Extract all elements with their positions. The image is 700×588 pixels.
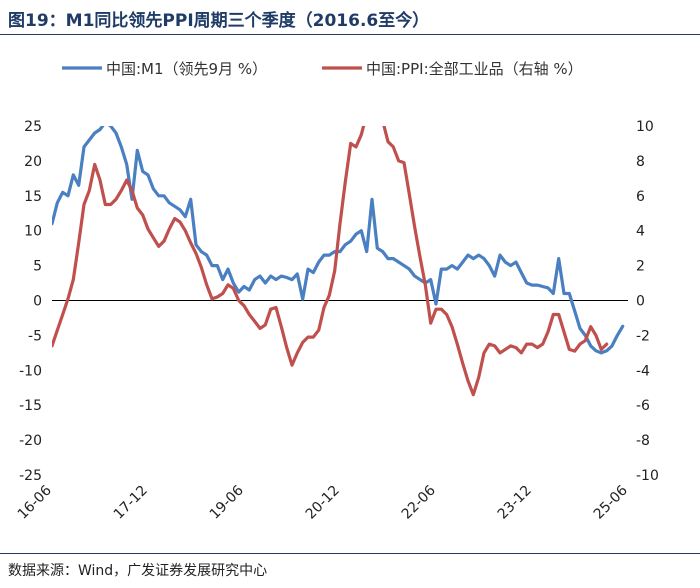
series-line-ppi bbox=[52, 126, 609, 397]
y-right-tick-label: -8 bbox=[636, 433, 650, 449]
x-tick-label: 20-12 bbox=[303, 483, 343, 523]
y-right-tick-label: 8 bbox=[636, 154, 645, 170]
x-tick-label: 23-12 bbox=[495, 483, 535, 523]
source-divider bbox=[0, 553, 700, 554]
y-left-tick-label: 15 bbox=[24, 189, 42, 205]
y-left-tick-label: -25 bbox=[19, 468, 42, 484]
y-right-tick-label: -10 bbox=[636, 468, 659, 484]
y-right-tick-label: 4 bbox=[636, 224, 645, 240]
y-left-tick-label: 5 bbox=[33, 259, 42, 275]
title-bar: 图19：M1同比领先PPI周期三个季度（2016.6至今） bbox=[0, 0, 700, 35]
y-right-tick-label: -4 bbox=[636, 363, 650, 379]
source-note: 数据来源：Wind，广发证券发展研究中心 bbox=[8, 563, 268, 579]
x-tick-label: 25-06 bbox=[591, 482, 631, 522]
x-tick-label: 22-06 bbox=[399, 482, 439, 522]
legend-label: 中国:PPI:全部工业品（右轴 %） bbox=[366, 60, 583, 78]
y-left-tick-label: 25 bbox=[24, 119, 42, 135]
y-right-tick-label: 0 bbox=[636, 294, 645, 310]
y-left-tick-label: 10 bbox=[24, 224, 42, 240]
y-right-tick-label: 6 bbox=[636, 189, 645, 205]
y-left-tick-label: 20 bbox=[24, 154, 42, 170]
y-left-tick-label: 0 bbox=[33, 294, 42, 310]
x-tick-label: 19-06 bbox=[207, 482, 247, 522]
series-group bbox=[52, 126, 625, 397]
y-right-tick-label: -2 bbox=[636, 328, 650, 344]
line-chart: 中国:M1（领先9月 %） 中国:PPI:全部工业品（右轴 %） 25201510… bbox=[15, 60, 659, 523]
y-left-tick-label: -5 bbox=[28, 328, 42, 344]
x-tick-label: 17-12 bbox=[111, 483, 151, 523]
y-right-tick-label: 2 bbox=[636, 259, 645, 275]
chart-title: 图19：M1同比领先PPI周期三个季度（2016.6至今） bbox=[8, 11, 430, 31]
y-right-tick-label: 10 bbox=[636, 119, 654, 135]
y-right-tick-label: -6 bbox=[636, 398, 650, 414]
legend: 中国:M1（领先9月 %） 中国:PPI:全部工业品（右轴 %） bbox=[62, 60, 583, 78]
x-tick-label: 16-06 bbox=[15, 482, 55, 522]
legend-label: 中国:M1（领先9月 %） bbox=[106, 60, 267, 78]
y-left-tick-label: -15 bbox=[19, 398, 42, 414]
y-left-tick-label: -20 bbox=[19, 433, 42, 449]
y-left-tick-label: -10 bbox=[19, 363, 42, 379]
